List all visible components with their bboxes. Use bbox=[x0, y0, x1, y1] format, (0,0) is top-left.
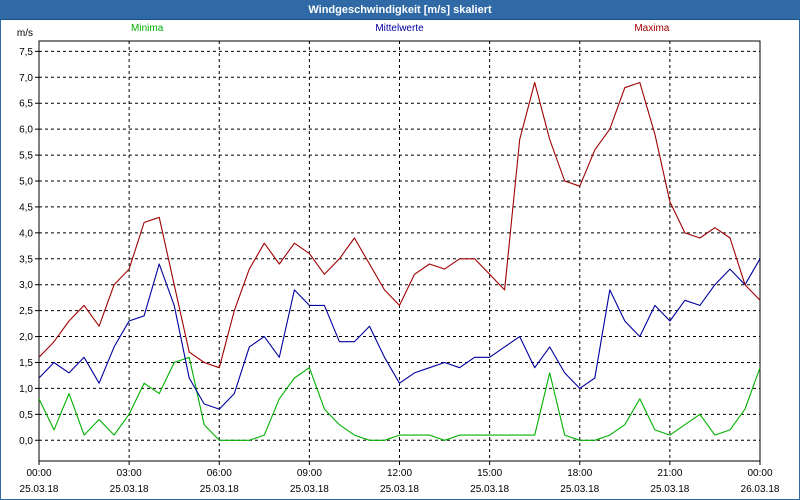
x-tick-date-label: 25.03.18 bbox=[290, 484, 329, 495]
y-tick-label: 1,5 bbox=[19, 358, 33, 369]
y-axis-unit-label: m/s bbox=[17, 28, 33, 39]
y-tick-label: 3,0 bbox=[19, 280, 33, 291]
y-tick-label: 4,0 bbox=[19, 228, 33, 239]
x-tick-time-label: 00:00 bbox=[26, 468, 51, 479]
data-series bbox=[38, 81, 761, 441]
x-tick-date-label: 25.03.18 bbox=[650, 484, 689, 495]
x-tick-date-label: 25.03.18 bbox=[380, 484, 419, 495]
x-tick-time-label: 06:00 bbox=[207, 468, 232, 479]
y-tick-label: 5,5 bbox=[19, 151, 33, 162]
y-tick-label: 3,5 bbox=[19, 254, 33, 265]
y-tick-label: 2,0 bbox=[19, 332, 33, 343]
y-tick-label: 0,0 bbox=[19, 436, 33, 447]
y-tick-label: 7,5 bbox=[19, 47, 33, 58]
x-tick-date-label: 25.03.18 bbox=[200, 484, 239, 495]
series-line-maxima bbox=[38, 81, 761, 369]
y-tick-label: 7,0 bbox=[19, 73, 33, 84]
legend-label-maxima: Maxima bbox=[634, 23, 669, 34]
x-tick-date-label: 25.03.18 bbox=[560, 484, 599, 495]
axes: 0,0 0,5 1,0 1,5 2,0 2,5 3,0 3,5 4,0 4,5 5,0 5,5 6,0 6… bbox=[17, 28, 780, 495]
y-tick-label: 1,0 bbox=[19, 384, 33, 395]
x-tick-time-label: 21:00 bbox=[657, 468, 682, 479]
series-line-mittelwerte bbox=[38, 258, 761, 410]
window-title-bar: Windgeschwindigkeit [m/s] skaliert bbox=[0, 0, 800, 20]
x-tick-time-label: 18:00 bbox=[567, 468, 592, 479]
y-tick-label: 4,5 bbox=[19, 202, 33, 213]
window-title: Windgeschwindigkeit [m/s] skaliert bbox=[308, 3, 492, 16]
x-tick-time-label: 09:00 bbox=[297, 468, 322, 479]
y-tick-label: 5,0 bbox=[19, 177, 33, 188]
y-tick-label: 6,0 bbox=[19, 125, 33, 136]
x-tick-date-label: 25.03.18 bbox=[20, 484, 59, 495]
y-tick-label: 0,5 bbox=[19, 410, 33, 421]
legend-label-mittelwerte: Mittelwerte bbox=[375, 23, 424, 34]
y-tick-label: 2,5 bbox=[19, 306, 33, 317]
x-tick-date-label: 26.03.18 bbox=[741, 484, 780, 495]
legend-label-minima: Minima bbox=[131, 23, 164, 34]
series-line-minima bbox=[38, 356, 761, 441]
x-tick-time-label: 15:00 bbox=[477, 468, 502, 479]
legend: Minima Mittelwerte Maxima bbox=[131, 23, 670, 34]
x-tick-time-label: 12:00 bbox=[387, 468, 412, 479]
grid-lines bbox=[39, 41, 760, 461]
x-tick-date-label: 25.03.18 bbox=[470, 484, 509, 495]
x-tick-time-label: 03:00 bbox=[117, 468, 142, 479]
x-tick-time-label: 00:00 bbox=[747, 468, 772, 479]
x-tick-date-label: 25.03.18 bbox=[110, 484, 149, 495]
y-tick-label: 6,5 bbox=[19, 99, 33, 110]
